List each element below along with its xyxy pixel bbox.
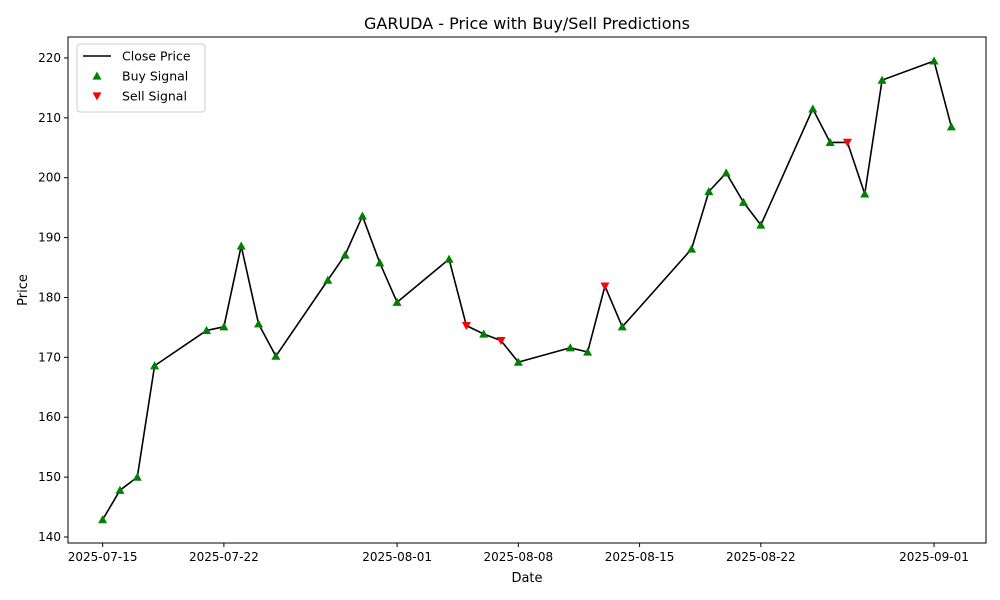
y-tick-label: 180 — [38, 290, 61, 304]
buy-signal-marker — [513, 357, 523, 366]
buy-signal-marker — [704, 186, 714, 196]
x-tick-label: 2025-07-15 — [68, 550, 138, 564]
legend-label: Close Price — [122, 49, 191, 64]
legend-box — [76, 43, 206, 113]
buy-signal-marker — [687, 244, 697, 253]
sell-signal-marker — [842, 138, 852, 147]
buy-signal-marker — [565, 343, 575, 352]
legend-buy-swatch — [92, 71, 102, 80]
y-tick-label: 190 — [38, 231, 61, 245]
series-buy-signal — [98, 56, 956, 524]
buy-signal-marker — [219, 322, 229, 331]
y-tick-label: 150 — [38, 470, 61, 484]
buy-signal-marker — [929, 56, 939, 65]
buy-signal-marker — [479, 329, 489, 338]
buy-signal-marker — [756, 220, 766, 229]
legend: Close Price Buy Signal Sell Signal — [76, 43, 206, 113]
legend-sell-swatch — [92, 92, 102, 101]
y-axis-ticks: 140 150 160 170 180 190 200 210 220 — [38, 51, 68, 544]
buy-signal-marker — [444, 254, 454, 263]
buy-signal-marker — [375, 258, 385, 267]
legend-label: Buy Signal — [122, 69, 188, 84]
x-tick-label: 2025-08-01 — [362, 550, 432, 564]
series-sell-signal — [461, 138, 852, 346]
buy-signal-marker — [946, 122, 956, 131]
buy-signal-marker — [98, 515, 108, 524]
y-tick-label: 210 — [38, 111, 61, 125]
x-tick-label: 2025-08-22 — [726, 550, 796, 564]
buy-signal-marker — [617, 322, 627, 331]
buy-signal-marker — [150, 361, 160, 370]
buy-signal-marker — [739, 197, 749, 206]
buy-signal-marker — [808, 104, 818, 113]
buy-signal-marker — [583, 347, 593, 356]
sell-signal-marker — [600, 282, 610, 291]
buy-signal-marker — [721, 168, 731, 177]
y-axis-label: Price — [16, 274, 31, 306]
buy-signal-marker — [340, 250, 350, 259]
buy-signal-marker — [323, 275, 333, 284]
legend-label: Sell Signal — [122, 89, 187, 104]
buy-signal-marker — [357, 211, 367, 220]
y-tick-label: 170 — [38, 350, 61, 364]
y-tick-label: 160 — [38, 410, 61, 424]
buy-signal-marker — [271, 351, 281, 360]
buy-signal-marker — [202, 325, 212, 335]
x-axis-label: Date — [511, 571, 542, 586]
y-tick-label: 220 — [38, 51, 61, 65]
x-tick-label: 2025-09-01 — [899, 550, 969, 564]
chart-title: GARUDA - Price with Buy/Sell Predictions — [364, 14, 690, 33]
y-tick-label: 200 — [38, 171, 61, 185]
sell-signal-marker — [461, 322, 471, 331]
x-tick-label: 2025-08-08 — [483, 550, 553, 564]
series-layer — [98, 56, 956, 524]
buy-signal-marker — [860, 189, 870, 198]
x-tick-label: 2025-07-22 — [189, 550, 259, 564]
buy-signal-marker — [115, 485, 125, 494]
buy-signal-marker — [254, 319, 264, 328]
buy-signal-marker — [825, 137, 835, 146]
buy-signal-marker — [132, 472, 142, 481]
x-axis-ticks: 2025-07-15 2025-07-22 2025-08-01 2025-08-08… — [68, 543, 969, 564]
x-tick-label: 2025-08-15 — [605, 550, 675, 564]
buy-signal-marker — [877, 75, 887, 84]
plot-area — [68, 37, 986, 543]
buy-signal-marker — [392, 297, 402, 306]
y-tick-label: 140 — [38, 530, 61, 544]
sell-signal-marker — [496, 337, 506, 346]
plot-frame — [67, 36, 987, 544]
buy-signal-marker — [236, 241, 246, 250]
